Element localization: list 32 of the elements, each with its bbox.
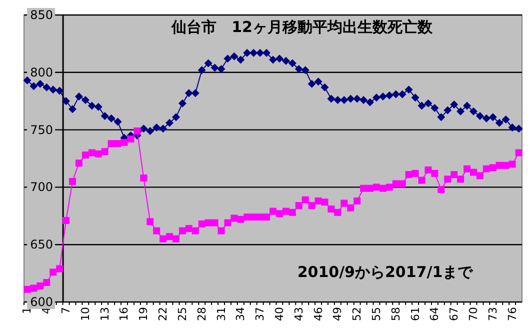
x-tick-label: 52 [350, 307, 364, 321]
x-tick-label: 19 [137, 307, 150, 321]
y-tick-label: 650 [30, 238, 54, 252]
x-tick-label: 73 [486, 307, 500, 321]
x-tick-label: 7 [60, 307, 73, 314]
y-tick-label: 700 [30, 180, 54, 194]
x-tick-label: 70 [466, 307, 480, 321]
x-tick-label: 64 [428, 307, 442, 321]
x-tick-label: 43 [292, 307, 306, 321]
x-tick-label: 67 [448, 307, 461, 321]
x-tick-label: 61 [408, 307, 422, 321]
annotation: 2010/9から2017/1まで [297, 263, 474, 281]
y-tick-label: 600 [30, 295, 54, 309]
x-tick-label: 55 [370, 307, 383, 321]
x-tick-label: 25 [176, 307, 189, 321]
x-tick-label: 10 [78, 307, 92, 321]
x-tick-label: 40 [272, 307, 286, 321]
y-tick-label: 750 [30, 122, 54, 137]
x-tick-label: 76 [506, 307, 519, 321]
y-tick-label: 850 [30, 8, 54, 22]
x-tick-label: 13 [98, 307, 112, 321]
x-tick-label: 37 [254, 307, 267, 321]
x-tick-label: 22 [156, 307, 170, 321]
x-tick-label: 31 [214, 307, 228, 321]
x-tick-label: 46 [312, 307, 325, 321]
x-tick-label: 34 [234, 307, 248, 321]
x-tick-label: 28 [195, 307, 208, 321]
x-tick-label: 16 [118, 307, 131, 321]
y-tick-label: 800 [30, 65, 54, 80]
chart-title: 仙台市 12ヶ月移動平均出生数死亡数 [170, 18, 434, 36]
x-tick-label: 58 [389, 307, 402, 321]
x-tick-label: 49 [331, 307, 344, 321]
